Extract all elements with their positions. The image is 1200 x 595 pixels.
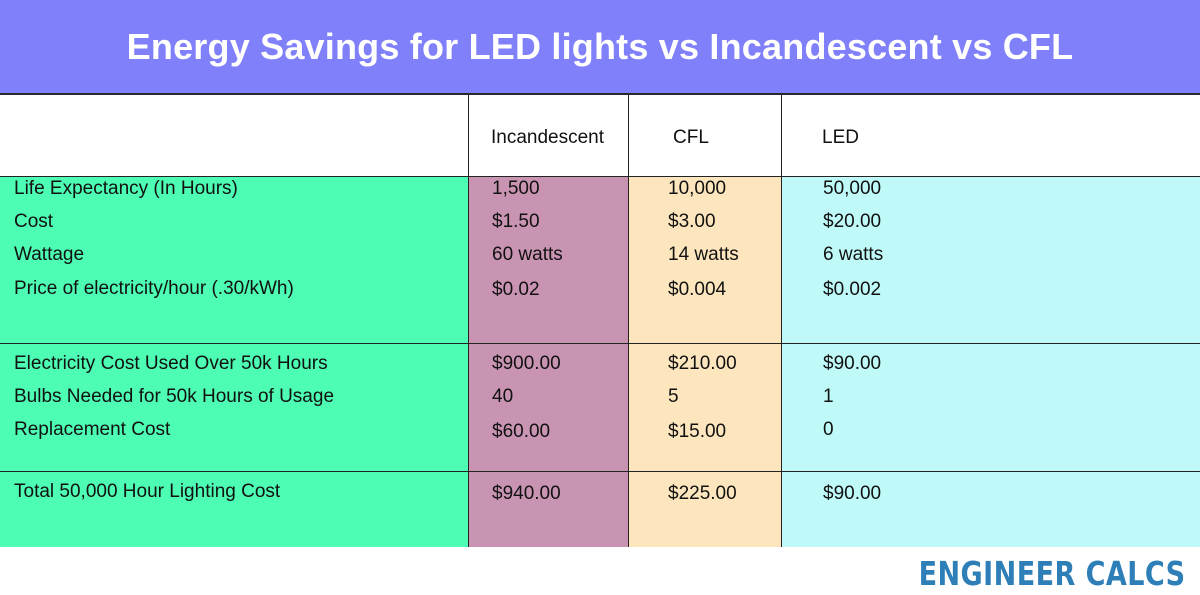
cell-led: 50,000 xyxy=(823,178,882,199)
page-title: Energy Savings for LED lights vs Incande… xyxy=(126,25,1074,67)
cell-incandescent: 60 watts xyxy=(492,244,563,265)
cfl-header-label: CFL xyxy=(673,127,709,148)
cell-cfl: 5 xyxy=(668,386,679,407)
engineer-calcs-logo: ENGINEER CALCS xyxy=(606,548,1200,595)
cell-cfl: $225.00 xyxy=(668,483,737,504)
cfl-column-body xyxy=(629,177,781,547)
logo-text: ENGINEER CALCS xyxy=(919,554,1186,593)
section-divider xyxy=(0,343,1200,344)
cell-incandescent: 1,500 xyxy=(492,178,540,199)
cell-cfl: $0.004 xyxy=(668,279,727,300)
label-column-body xyxy=(0,177,468,547)
row-label-life-expectancy: Life Expectancy (In Hours) xyxy=(14,178,238,199)
led-header: LED xyxy=(782,95,1200,177)
led-column-body xyxy=(782,177,1200,547)
cell-led: 1 xyxy=(823,386,834,407)
row-label-total-cost: Total 50,000 Hour Lighting Cost xyxy=(14,481,281,502)
cell-incandescent: $940.00 xyxy=(492,483,561,504)
cell-incandescent: $0.02 xyxy=(492,279,540,300)
cell-incandescent: $900.00 xyxy=(492,353,561,374)
led-column: LED xyxy=(781,95,1200,547)
cell-cfl: $3.00 xyxy=(668,211,716,232)
cell-led: 6 watts xyxy=(823,244,884,265)
cell-led: $20.00 xyxy=(823,211,882,232)
cell-incandescent: $60.00 xyxy=(492,421,551,442)
row-label-replacement-cost: Replacement Cost xyxy=(14,419,171,440)
cell-led: 0 xyxy=(823,419,834,440)
row-label-price-of-electricity: Price of electricity/hour (.30/kWh) xyxy=(14,278,294,299)
cell-led: $90.00 xyxy=(823,353,882,374)
led-header-label: LED xyxy=(822,127,859,148)
row-label-wattage: Wattage xyxy=(14,244,85,265)
comparison-table: Incandescent CFL LED Life Expectancy (In… xyxy=(0,95,1200,547)
cell-incandescent: 40 xyxy=(492,386,514,407)
row-label-electricity-cost: Electricity Cost Used Over 50k Hours xyxy=(14,353,328,374)
cell-cfl: 10,000 xyxy=(668,178,727,199)
incandescent-column: Incandescent xyxy=(468,95,628,547)
row-label-cost: Cost xyxy=(14,211,54,232)
section-divider xyxy=(0,471,1200,472)
label-column xyxy=(0,95,468,547)
cell-cfl: $210.00 xyxy=(668,353,737,374)
cell-led: $90.00 xyxy=(823,483,882,504)
label-column-header xyxy=(0,95,468,177)
row-label-bulbs-needed: Bulbs Needed for 50k Hours of Usage xyxy=(14,386,335,407)
title-banner: Energy Savings for LED lights vs Incande… xyxy=(0,0,1200,95)
cell-led: $0.002 xyxy=(823,279,882,300)
cfl-column: CFL xyxy=(628,95,781,547)
cell-cfl: $15.00 xyxy=(668,421,727,442)
cell-incandescent: $1.50 xyxy=(492,211,540,232)
incandescent-column-body xyxy=(469,177,628,547)
incandescent-header-label: Incandescent xyxy=(491,127,605,148)
cell-cfl: 14 watts xyxy=(668,244,739,265)
cfl-header: CFL xyxy=(629,95,781,177)
incandescent-header: Incandescent xyxy=(469,95,628,177)
